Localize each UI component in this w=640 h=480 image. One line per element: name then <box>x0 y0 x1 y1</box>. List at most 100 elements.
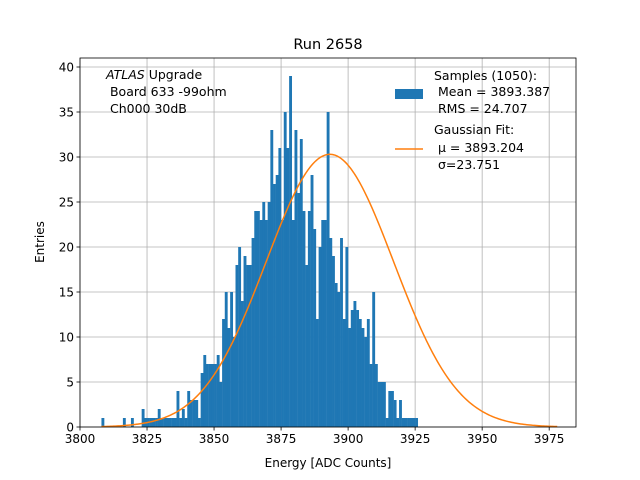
histogram-bar <box>208 364 212 427</box>
histogram-bar <box>203 355 207 427</box>
histogram-bar <box>187 391 191 427</box>
histogram-bar <box>165 418 169 427</box>
x-tick-label: 3925 <box>400 432 431 446</box>
histogram-bar <box>334 283 338 427</box>
legend-samples-line-2: Mean = 3893.387 <box>434 84 550 99</box>
histogram-bar <box>345 247 349 427</box>
histogram-bar <box>307 211 311 427</box>
histogram-bar <box>382 382 386 427</box>
legend-fit-line-3: σ=23.751 <box>434 157 500 172</box>
histogram-bar <box>348 328 351 427</box>
histogram-bar <box>310 175 314 427</box>
histogram-bar <box>224 292 228 427</box>
legend: Samples (1050): Mean = 3893.387 RMS = 24… <box>395 68 550 172</box>
histogram-bar <box>356 310 360 427</box>
histogram-bar <box>130 418 134 427</box>
annotation-line-1: ATLAS Upgrade <box>105 67 202 82</box>
histogram-bar <box>412 418 416 427</box>
x-axis-ticks: 3800 3825 3850 3875 3900 3925 3950 3975 <box>65 427 564 446</box>
histogram-bar <box>361 328 365 427</box>
histogram-bar <box>232 337 236 427</box>
histogram-bar <box>240 301 244 427</box>
legend-fit-line-2: μ = 3893.204 <box>434 140 524 155</box>
legend-fit-line-1: Gaussian Fit: <box>434 122 514 137</box>
histogram-bar <box>101 418 105 427</box>
histogram-bar <box>275 175 279 427</box>
histogram-bar <box>409 418 413 427</box>
histogram-bar <box>227 328 231 427</box>
histogram-bar <box>399 400 402 427</box>
histogram-bar <box>195 400 199 427</box>
histogram-bar <box>273 184 276 427</box>
histogram-bar <box>318 247 322 427</box>
histogram-bar <box>299 139 303 427</box>
histogram-bar <box>248 265 252 427</box>
y-axis-ticks: 0 5 10 15 20 25 30 35 40 <box>59 60 80 434</box>
gaussian-fit <box>101 153 558 428</box>
y-tick-label: 25 <box>59 195 74 209</box>
histogram-bar <box>353 301 357 427</box>
histogram-bar <box>243 256 247 427</box>
histogram-bar <box>350 310 354 427</box>
histogram-bar <box>385 418 389 427</box>
y-tick-label: 5 <box>66 375 74 389</box>
histogram-bar <box>189 400 193 427</box>
histogram-bar <box>259 220 263 427</box>
histogram-bar <box>278 148 282 427</box>
y-tick-label: 35 <box>59 105 74 119</box>
histogram-bar <box>155 418 158 427</box>
annotation-line-3: Ch000 30dB <box>106 101 187 116</box>
histogram-bar <box>173 418 177 427</box>
histogram-bar <box>337 292 341 427</box>
histogram-bar <box>157 409 161 427</box>
histogram-bar <box>163 418 166 427</box>
histogram-bar <box>388 391 392 427</box>
histogram-bar <box>251 238 255 427</box>
histogram-bar <box>326 112 330 427</box>
histogram-bar <box>377 382 381 427</box>
histogram-bar <box>329 238 333 427</box>
histogram-bars <box>101 76 419 427</box>
histogram-bar <box>401 418 405 427</box>
histogram-bar <box>264 220 268 427</box>
histogram-bar <box>294 130 298 427</box>
annotation-upgrade: Upgrade <box>145 67 203 82</box>
histogram-bar <box>340 238 343 427</box>
histogram-bar <box>291 220 295 427</box>
gaussian-fit-line <box>101 153 558 428</box>
histogram-bar <box>235 265 239 427</box>
histogram-bar <box>192 400 196 427</box>
annotation-line-2: Board 633 -99ohm <box>106 84 227 99</box>
histogram-bar <box>179 418 183 427</box>
y-tick-label: 20 <box>59 240 74 254</box>
histogram-bar <box>374 364 378 427</box>
histogram-bar <box>393 400 397 427</box>
histogram-bar <box>391 391 394 427</box>
legend-samples-swatch <box>395 89 423 99</box>
histogram-bar <box>396 418 400 427</box>
histogram-bar <box>364 337 368 427</box>
histogram-bar <box>141 409 145 427</box>
histogram-bar <box>305 265 309 427</box>
x-tick-label: 3825 <box>132 432 163 446</box>
legend-samples-line-3: RMS = 24.707 <box>434 101 528 116</box>
y-tick-label: 15 <box>59 285 74 299</box>
histogram-bar <box>313 229 317 427</box>
legend-samples-line-1: Samples (1050): <box>434 68 537 83</box>
histogram-bar <box>149 418 153 427</box>
y-tick-label: 30 <box>59 150 74 164</box>
histogram-bar <box>369 364 373 427</box>
histogram-bar <box>171 418 175 427</box>
annotation-atlas: ATLAS <box>105 67 145 82</box>
chart-title: Run 2658 <box>293 37 362 53</box>
histogram-bar <box>315 319 319 427</box>
histogram-bar <box>214 364 217 427</box>
info-annotation: ATLAS Upgrade Board 633 -99ohm Ch000 30d… <box>105 67 227 116</box>
histogram-bar <box>181 409 185 427</box>
histogram-bar <box>256 211 260 427</box>
histogram-bar <box>286 148 290 427</box>
x-tick-label: 3875 <box>266 432 297 446</box>
histogram-bar <box>321 220 325 427</box>
histogram-bar <box>342 319 346 427</box>
